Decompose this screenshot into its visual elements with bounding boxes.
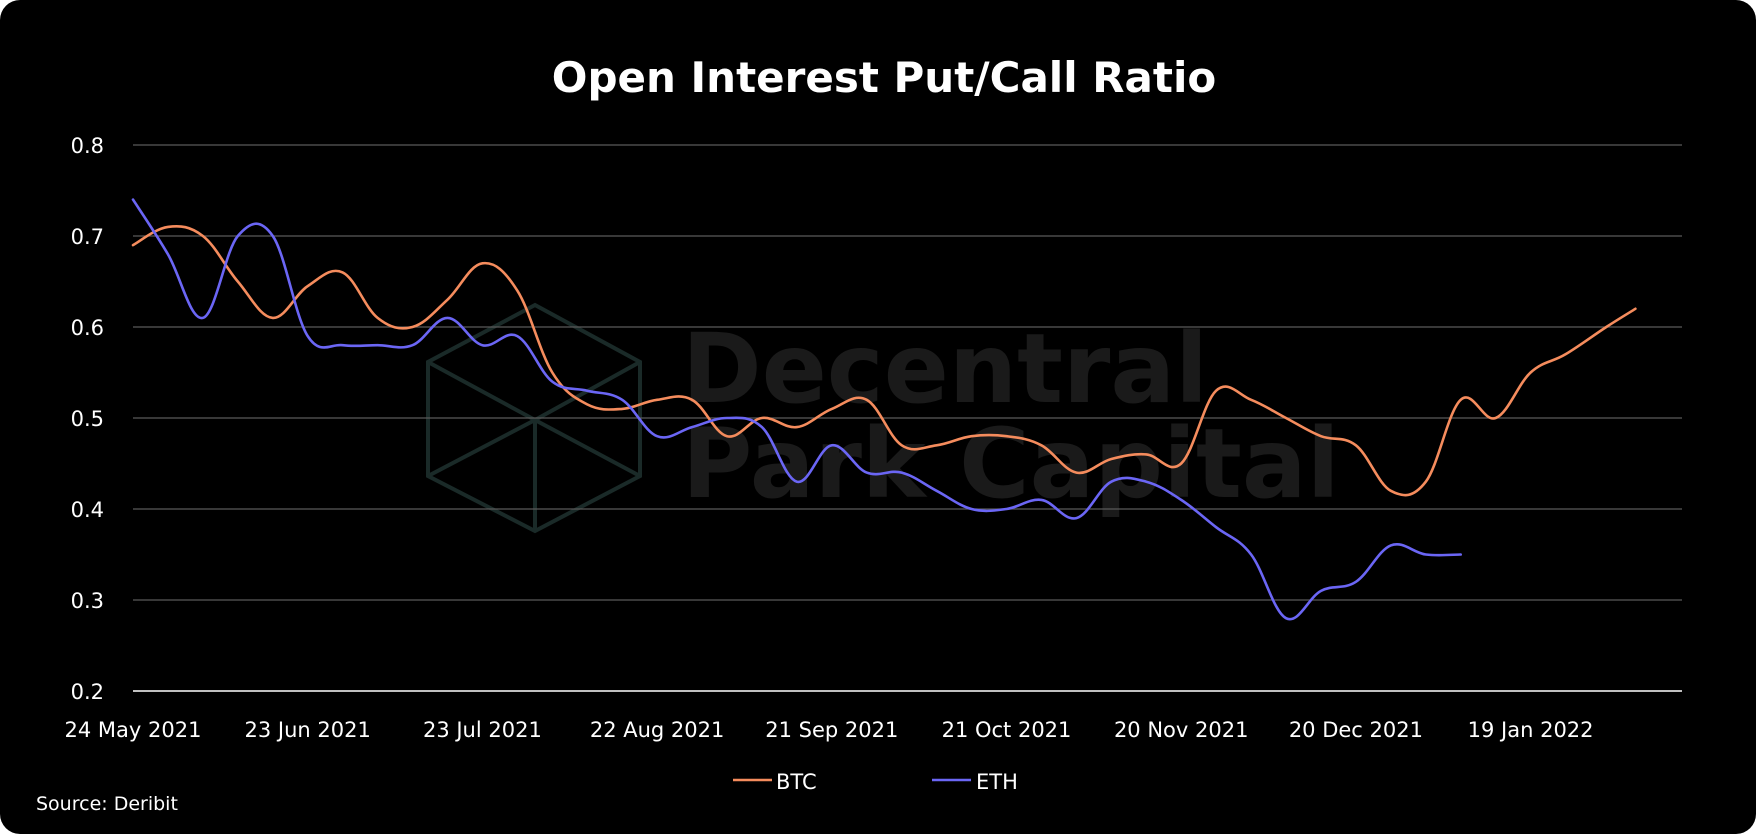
y-tick-label: 0.8	[71, 134, 104, 158]
x-tick-label: 19 Jan 2022	[1468, 718, 1594, 742]
watermark-line-2: Park Capital	[682, 408, 1340, 520]
series-line-eth	[131, 198, 1462, 621]
y-tick-label: 0.6	[71, 316, 104, 340]
y-tick-label: 0.7	[71, 225, 104, 249]
y-tick-label: 0.2	[71, 680, 104, 704]
chart-title: Open Interest Put/Call Ratio	[552, 53, 1216, 102]
cube-icon	[426, 302, 642, 534]
x-tick-label: 23 Jun 2021	[245, 718, 371, 742]
legend: BTC ETH	[733, 770, 1018, 794]
x-tick-label: 20 Dec 2021	[1289, 718, 1423, 742]
x-tick-label: 21 Oct 2021	[942, 718, 1072, 742]
legend-label-eth: ETH	[976, 770, 1018, 794]
x-tick-label: 24 May 2021	[65, 718, 202, 742]
legend-label-btc: BTC	[776, 770, 817, 794]
gridlines	[133, 144, 1682, 692]
y-tick-label: 0.3	[71, 589, 104, 613]
legend-item-btc[interactable]: BTC	[733, 770, 817, 794]
series-lines	[131, 198, 1637, 621]
watermark-logo: Decentral Park Capital	[426, 302, 1340, 534]
x-tick-label: 20 Nov 2021	[1114, 718, 1249, 742]
x-tick-label: 23 Jul 2021	[423, 718, 542, 742]
y-tick-label: 0.4	[71, 498, 104, 522]
source-note: Source: Deribit	[36, 793, 178, 815]
x-axis: 24 May 2021 23 Jun 2021 23 Jul 2021 22 Aug …	[65, 718, 1594, 742]
watermark-line-1: Decentral	[682, 313, 1208, 425]
y-axis: 0.2 0.3 0.4 0.5 0.6 0.7 0.8	[71, 134, 104, 704]
x-tick-label: 21 Sep 2021	[765, 718, 898, 742]
x-tick-label: 22 Aug 2021	[590, 718, 725, 742]
y-tick-label: 0.5	[71, 407, 104, 431]
legend-item-eth[interactable]: ETH	[932, 770, 1018, 794]
series-line-btc	[131, 224, 1637, 497]
